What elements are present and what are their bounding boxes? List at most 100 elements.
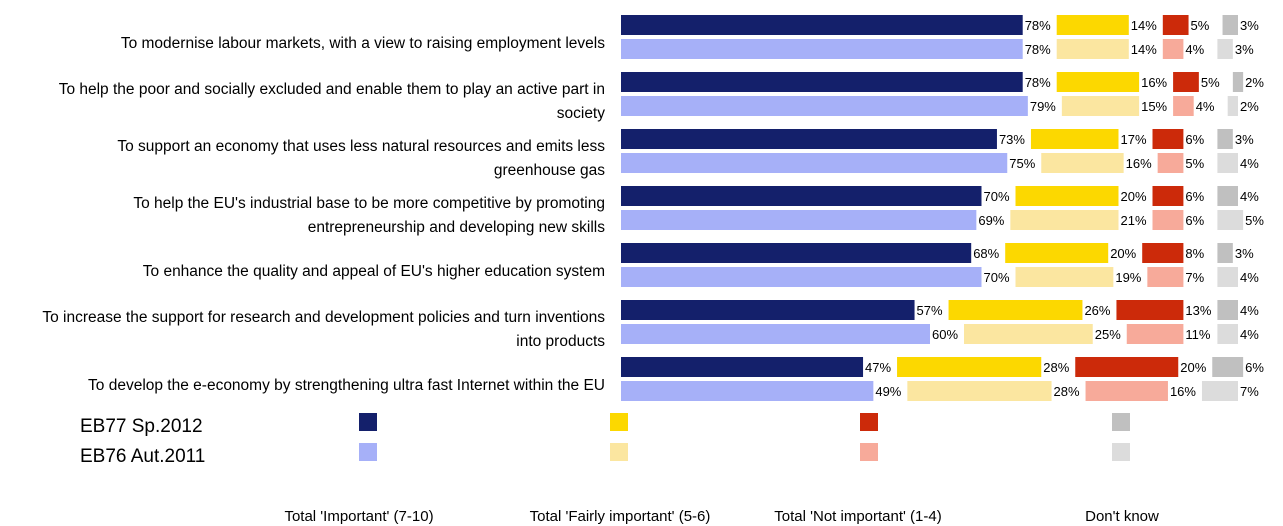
bar-segment (1126, 324, 1184, 344)
bar-segment (1005, 243, 1109, 263)
value-label: 16% (1126, 156, 1152, 171)
bar-segment (1212, 357, 1244, 377)
bar-segment (621, 210, 977, 230)
category-label: To support an economy that uses less nat… (117, 138, 605, 179)
value-label: 7% (1185, 270, 1204, 285)
bar-segment (1041, 153, 1124, 173)
bar-segment (897, 357, 1042, 377)
value-label: 7% (1240, 384, 1259, 399)
category-label: To increase the support for research and… (42, 309, 605, 350)
legend-swatch (359, 413, 377, 431)
bar-segment (1147, 267, 1184, 287)
value-label: 17% (1121, 132, 1147, 147)
value-label: 68% (973, 246, 999, 261)
bar-segment (1162, 39, 1184, 59)
bar-segment (1217, 210, 1244, 230)
value-label: 5% (1191, 18, 1210, 33)
bar-segment (1173, 96, 1194, 116)
legend-survey-label: EB77 Sp.2012 (80, 416, 203, 437)
value-label: 6% (1185, 132, 1204, 147)
legend-swatch (610, 443, 628, 461)
value-label: 6% (1245, 360, 1264, 375)
category-label: To help the poor and socially excluded a… (59, 81, 606, 122)
bar-segment (1162, 15, 1189, 35)
bar-segment (621, 39, 1023, 59)
value-label: 75% (1009, 156, 1035, 171)
bar-segment (1010, 210, 1119, 230)
category-label: To develop the e-economy by strengthenin… (88, 377, 605, 394)
value-label: 5% (1245, 213, 1264, 228)
value-label: 13% (1185, 303, 1211, 318)
value-label: 20% (1121, 189, 1147, 204)
value-label: 16% (1170, 384, 1196, 399)
value-label: 20% (1110, 246, 1136, 261)
category-labels: To modernise labour markets, with a view… (42, 35, 605, 394)
value-label: 3% (1235, 246, 1254, 261)
value-label: 20% (1180, 360, 1206, 375)
value-label: 4% (1240, 189, 1259, 204)
value-label: 78% (1025, 18, 1051, 33)
bar-segment (1061, 96, 1140, 116)
bar-segment (1056, 39, 1129, 59)
value-label: 28% (1043, 360, 1069, 375)
value-label: 28% (1054, 384, 1080, 399)
value-label: 2% (1245, 75, 1264, 90)
bar-segment (1116, 300, 1184, 320)
legend-swatch (610, 413, 628, 431)
value-label: 2% (1240, 99, 1259, 114)
value-label: 73% (999, 132, 1025, 147)
category-label: To enhance the quality and appeal of EU'… (143, 263, 605, 280)
value-label: 3% (1235, 132, 1254, 147)
bar-segment (1157, 153, 1184, 173)
category-label: To modernise labour markets, with a view… (121, 35, 605, 52)
value-label: 5% (1185, 156, 1204, 171)
bar-segment (1085, 381, 1168, 401)
bar-segment (1056, 72, 1140, 92)
legend-answer-label: Total 'Not important' (1-4) (774, 508, 941, 525)
value-label: 14% (1131, 18, 1157, 33)
legend-swatch (860, 413, 878, 431)
value-label: 3% (1235, 42, 1254, 57)
bar-segment (1015, 267, 1114, 287)
legend-answer-label: Total 'Important' (7-10) (284, 508, 433, 525)
bar-segment (1152, 210, 1184, 230)
category-label: To help the EU's industrial base to be m… (133, 195, 605, 236)
value-label: 5% (1201, 75, 1220, 90)
bar-segment (1217, 300, 1238, 320)
value-label: 6% (1185, 213, 1204, 228)
legend-answer-label: Total 'Fairly important' (5-6) (530, 508, 711, 525)
value-label: 4% (1185, 42, 1204, 57)
bar-segment (1152, 186, 1184, 206)
legend: EB77 Sp.2012 EB76 Aut.2011 Total 'Importan… (80, 413, 1159, 525)
value-label: 57% (917, 303, 943, 318)
value-label: 4% (1240, 156, 1259, 171)
value-label: 4% (1196, 99, 1215, 114)
bar-segment (621, 96, 1028, 116)
value-label: 78% (1025, 42, 1051, 57)
bar-segment (1222, 15, 1238, 35)
value-label: 11% (1185, 327, 1210, 342)
bar-segment (1217, 324, 1238, 344)
bar-segment (1217, 153, 1238, 173)
bar-segment (621, 153, 1008, 173)
value-label: 4% (1240, 327, 1259, 342)
value-label: 15% (1141, 99, 1167, 114)
value-label: 4% (1240, 303, 1259, 318)
bar-segment (1217, 243, 1233, 263)
bar-segment (621, 72, 1023, 92)
bar-segment (907, 381, 1052, 401)
bar-segment (1056, 15, 1129, 35)
bar-segment (621, 129, 997, 149)
value-label: 8% (1185, 246, 1204, 261)
value-label: 21% (1121, 213, 1147, 228)
legend-answer-label: Don't know (1085, 508, 1159, 525)
value-label: 14% (1131, 42, 1157, 57)
value-label: 25% (1095, 327, 1121, 342)
value-label: 26% (1084, 303, 1110, 318)
value-label: 3% (1240, 18, 1259, 33)
bar-segment (1227, 96, 1238, 116)
value-label: 70% (984, 270, 1010, 285)
bar-segment (621, 381, 874, 401)
value-label: 79% (1030, 99, 1056, 114)
